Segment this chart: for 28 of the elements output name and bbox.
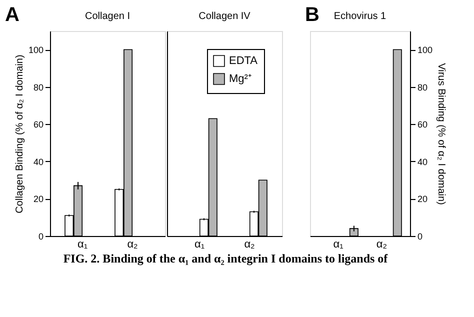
y2-tick-label: 100 xyxy=(418,45,433,56)
y-tick-label: 20 xyxy=(33,194,44,204)
chart-title: Echovirus 1 xyxy=(334,11,387,22)
x-tick-label: α₁ xyxy=(194,238,205,250)
chart-title: Collagen I xyxy=(84,11,130,22)
y2-tick-label: 40 xyxy=(418,156,428,167)
x-tick-label: α₂ xyxy=(376,238,388,250)
y-tick-label: 80 xyxy=(33,82,44,92)
y-tick-label: 60 xyxy=(33,120,44,130)
y2-tick-label: 0 xyxy=(418,232,423,242)
y2-axis-title: Virus Binding (% of α₂ I domain) xyxy=(436,63,447,205)
y2-tick-label: 60 xyxy=(418,120,428,130)
legend-label: Mg²⁺ xyxy=(229,73,252,85)
y2-tick-label: 20 xyxy=(418,194,428,204)
text: B xyxy=(305,4,320,26)
y-axis-title: Collagen Binding (% of α₂ I domain) xyxy=(14,54,26,214)
x-tick-label: α₁ xyxy=(333,238,344,250)
x-tick-label: α₂ xyxy=(127,238,138,250)
x-tick-label: α₂ xyxy=(244,238,255,250)
y-tick-label: 100 xyxy=(28,45,44,56)
x-tick-label: α₁ xyxy=(77,238,88,250)
y-tick-label: 40 xyxy=(33,156,44,167)
y2-tick-label: 80 xyxy=(418,82,428,92)
legend-label: EDTA xyxy=(229,55,258,67)
y-tick-label: 0 xyxy=(38,232,44,242)
chart-title: Collagen IV xyxy=(198,11,251,22)
caption: FIG. 2. Binding of the α₁ and α₂ integrin I domains to ligands of xyxy=(63,252,389,266)
text: A xyxy=(5,4,20,26)
